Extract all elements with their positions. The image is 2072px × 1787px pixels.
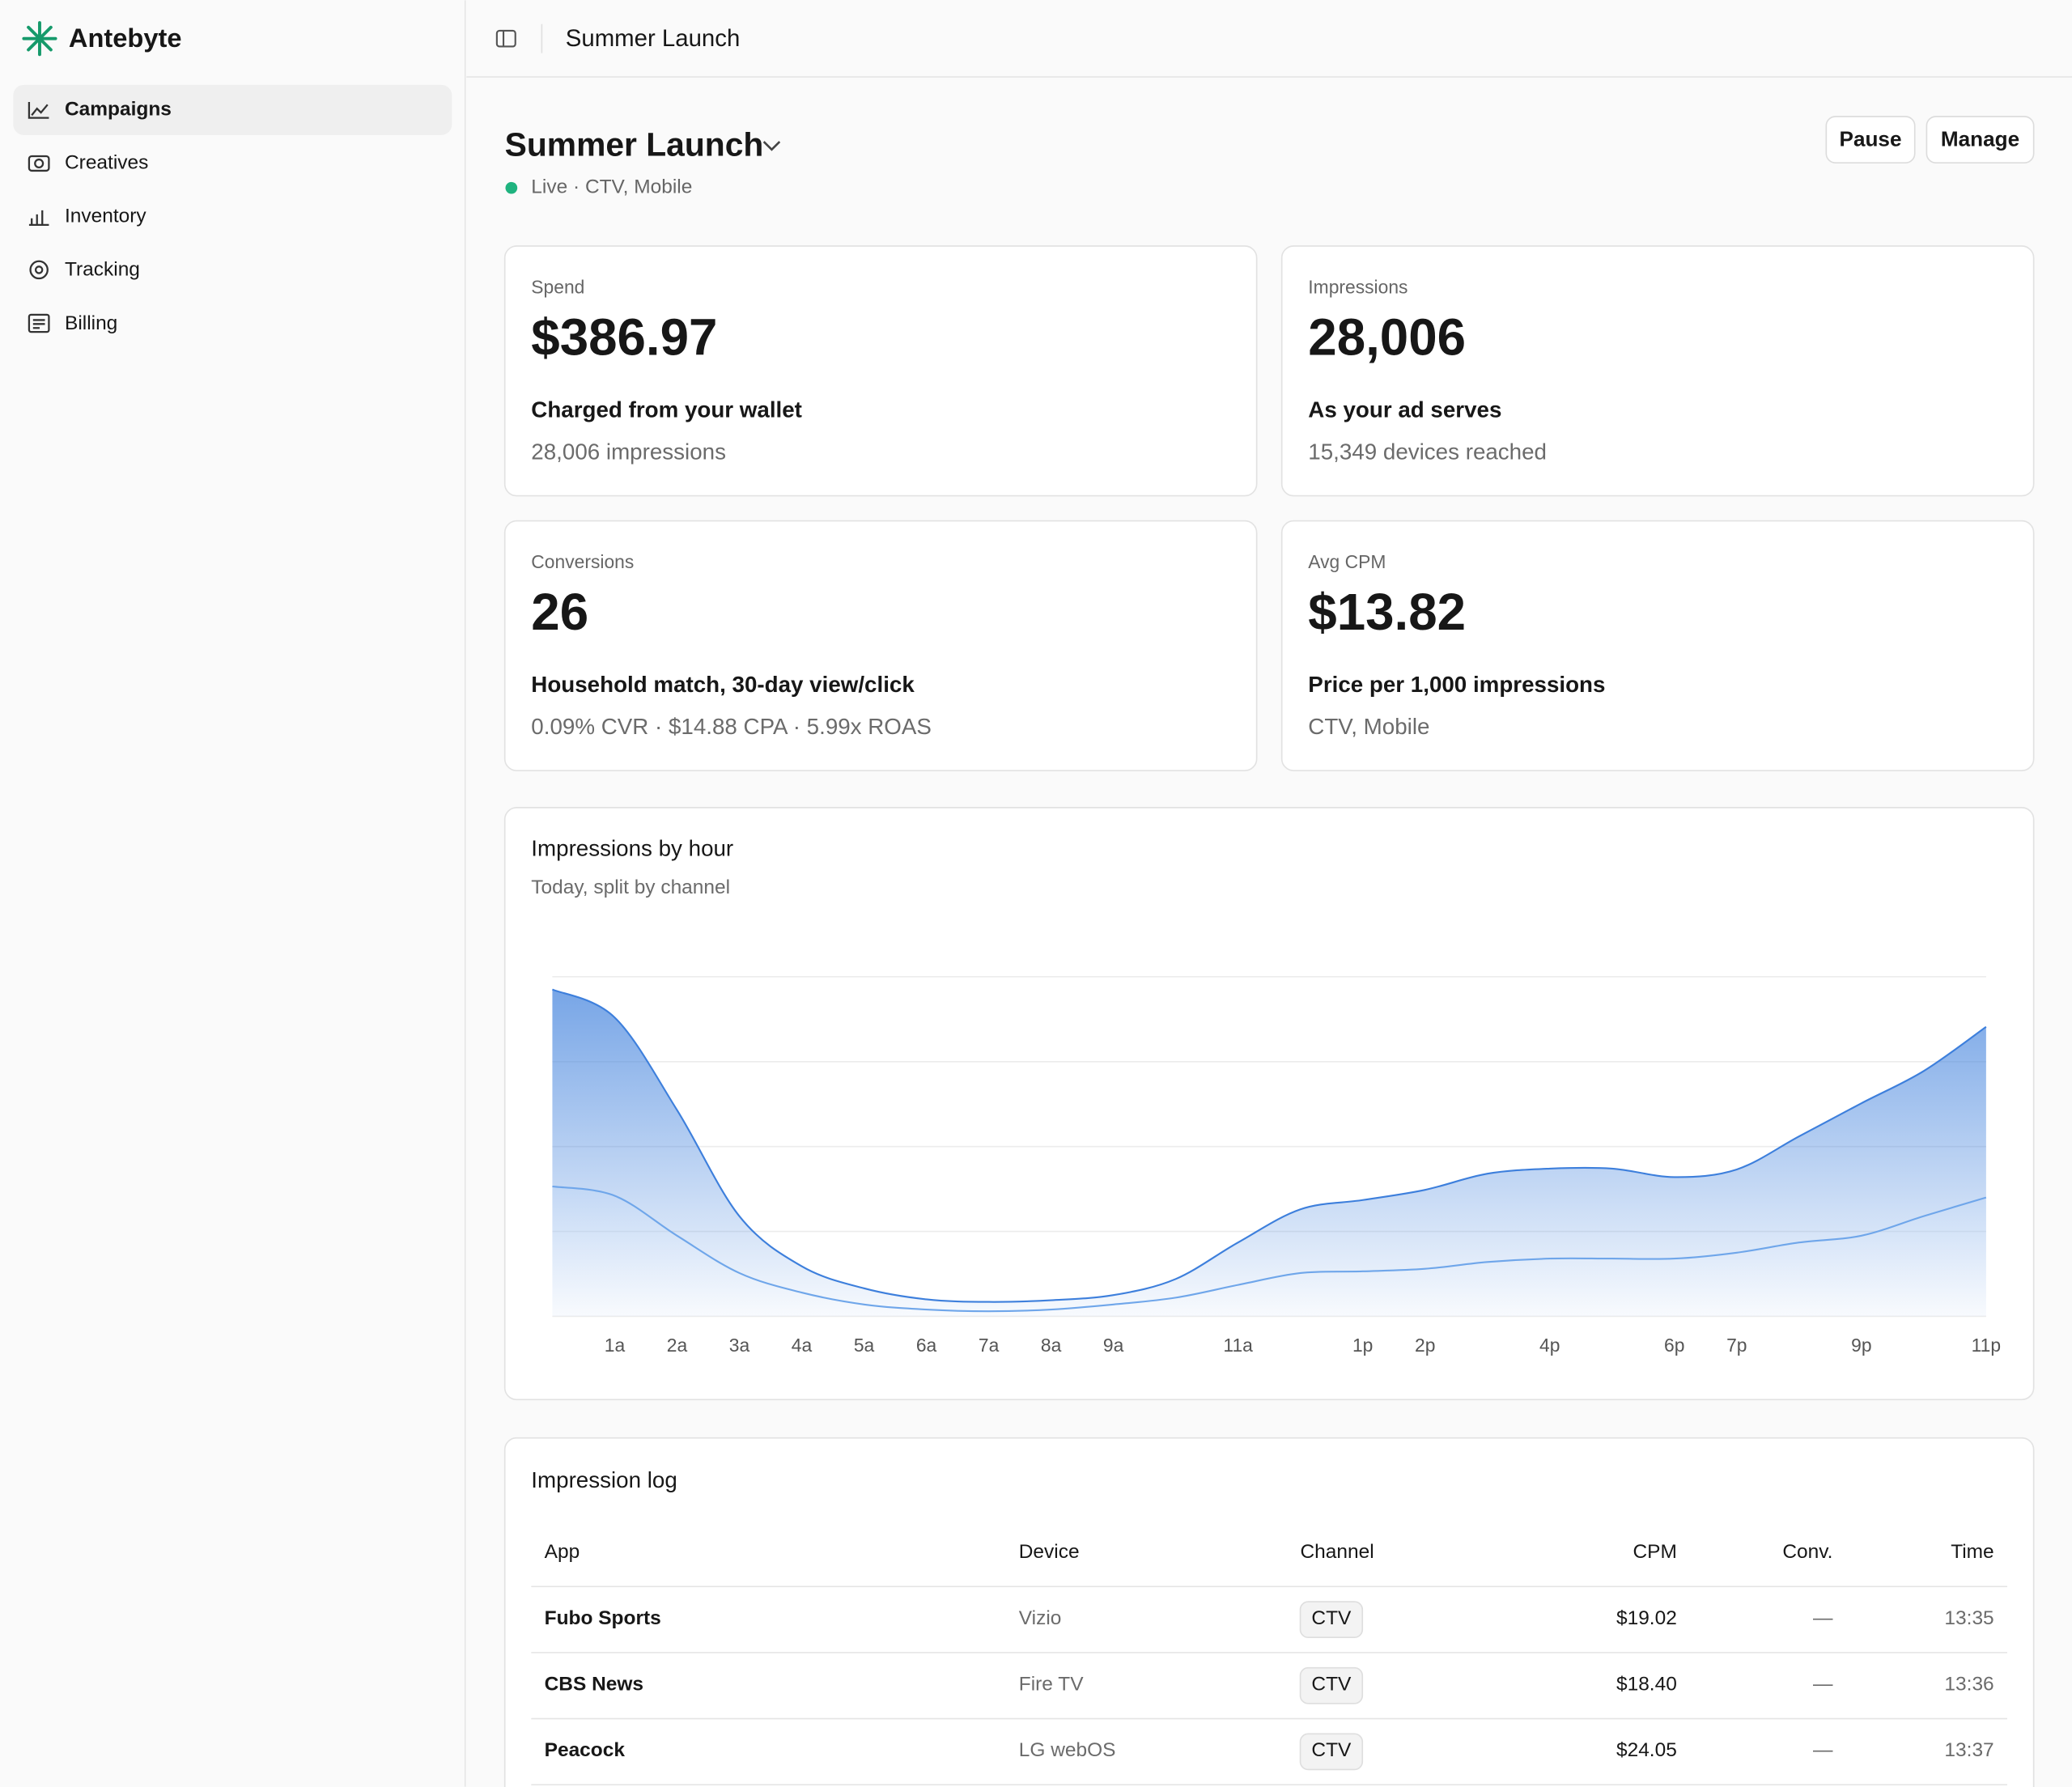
metric-card [1280,520,2035,771]
campaign-dropdown[interactable] [762,141,781,151]
column-header: Conv. [1782,1541,1832,1563]
cell: CTV [1311,1739,1352,1761]
nav-item[interactable]: Tracking [65,259,140,281]
metric-caption: Charged from your wallet [531,397,802,422]
column-header: CPM [1633,1541,1676,1563]
x-tick-label: 1p [1352,1335,1373,1356]
nav-item[interactable]: Creatives [65,151,148,173]
button[interactable] [1926,116,2035,163]
x-tick-label: 1a [605,1335,626,1356]
table-card [503,1437,2035,1787]
metric-card [1280,245,2035,497]
metric-caption: As your ad serves [1308,397,1501,422]
header-title: Summer Launch [566,25,741,52]
x-tick-label: 4p [1539,1335,1560,1356]
brand: Antebyte [69,23,182,53]
metric-value: 26 [531,584,588,641]
x-tick-label: 7a [979,1335,1000,1356]
column-header: App [545,1541,580,1563]
nav-item[interactable]: Campaigns [65,98,172,120]
x-tick-label: 11p [1972,1335,2001,1356]
nav-active [13,84,452,135]
channel-badge [1299,1666,1364,1704]
sidebar [0,0,465,1787]
metric-detail: 0.09% CVR · $14.88 CPA · 5.99x ROAS [531,714,932,739]
x-tick-label: 6a [916,1335,937,1356]
cell: $18.40 [1616,1673,1677,1695]
column-header: Channel [1301,1541,1374,1563]
cell: Fire TV [1019,1673,1084,1695]
area [552,1186,1986,1317]
metric-detail: 15,349 devices reached [1308,439,1547,465]
logo [22,21,57,57]
cell: Peacock [545,1739,626,1761]
metric-caption: Price per 1,000 impressions [1308,672,1605,697]
metric-label: Impressions [1308,276,1408,297]
header [466,0,2072,78]
cell: — [1813,1739,1833,1761]
nav-item[interactable]: Billing [65,312,117,334]
metric-card [503,520,1258,771]
cell: — [1813,1673,1833,1695]
cell: 13:36 [1944,1673,1993,1695]
status: Live · CTV, Mobile [531,176,692,198]
metric-value: $386.97 [531,308,717,366]
x-tick-label: 11a [1223,1335,1253,1356]
metric-value: 28,006 [1308,308,1466,366]
metric-detail: 28,006 impressions [531,439,726,465]
channel-badge [1299,1733,1364,1771]
column-header: Time [1951,1541,1993,1563]
cell: 13:37 [1944,1739,1993,1761]
metric-card [503,245,1258,497]
channel-badge [1299,1601,1364,1639]
sidebar-toggle[interactable] [495,29,516,48]
x-tick-label: 9a [1103,1335,1124,1356]
button-label[interactable]: Pause [1840,126,1902,151]
x-tick-label: 5a [854,1335,875,1356]
chart-subtitle: Today, split by channel [531,877,730,898]
cell: LG webOS [1019,1739,1116,1761]
line [552,988,1987,1303]
cell: Vizio [1019,1607,1062,1629]
x-tick-label: 6p [1664,1335,1684,1356]
cell: $24.05 [1616,1739,1677,1761]
status-dot [505,181,518,194]
cell: $19.02 [1616,1607,1677,1629]
line [552,1185,1987,1313]
campaign-title: Summer Launch [505,125,764,163]
table-title: Impression log [531,1467,677,1492]
metric-label: Spend [531,276,584,297]
chart-title: Impressions by hour [531,835,733,860]
metric-label: Avg CPM [1308,551,1386,572]
cell: CTV [1311,1607,1352,1629]
x-tick-label: 7p [1726,1335,1747,1356]
x-tick-label: 2p [1415,1335,1435,1356]
nav-icons [28,102,50,333]
x-tick-label: 3a [729,1335,750,1356]
metric-value: $13.82 [1308,584,1466,641]
x-tick-label: 9p [1851,1335,1871,1356]
cell: — [1813,1607,1833,1629]
x-tick-label: 2a [667,1335,688,1356]
metric-caption: Household match, 30-day view/click [531,672,915,697]
cell: CBS News [545,1673,643,1695]
cell: 13:35 [1944,1607,1993,1629]
column-header: Device [1019,1541,1080,1563]
button[interactable] [1825,116,1916,163]
nav-item[interactable]: Inventory [65,206,146,227]
x-tick-label: 8a [1041,1335,1062,1356]
metric-label: Conversions [531,551,634,572]
button-label[interactable]: Manage [1941,126,2019,151]
metric-detail: CTV, Mobile [1308,714,1429,739]
x-tick-label: 4a [792,1335,813,1356]
cell: CTV [1311,1673,1352,1695]
cell: Fubo Sports [545,1607,661,1629]
area [552,989,1986,1317]
